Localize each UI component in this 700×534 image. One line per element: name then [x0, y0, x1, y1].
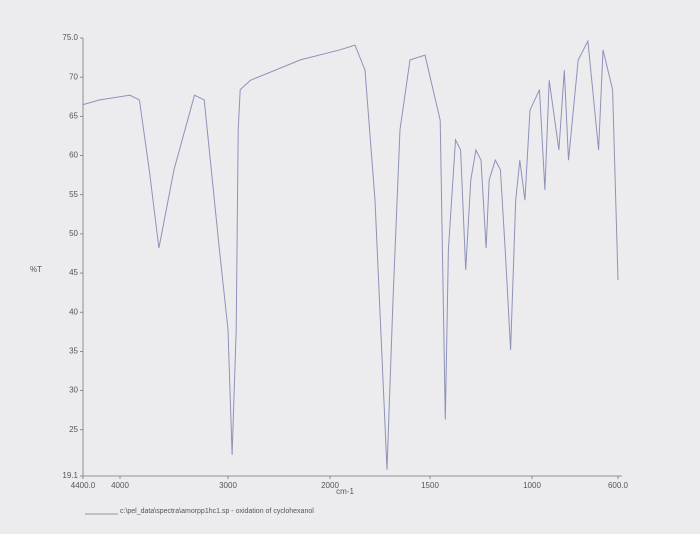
- y-tick-label: 60: [69, 151, 78, 160]
- y-tick-label: 30: [69, 386, 78, 395]
- y-tick-label: 70: [69, 72, 78, 81]
- x-axis-label: cm-1: [336, 487, 354, 496]
- y-tick-label: 19.1: [62, 471, 78, 480]
- y-axis-label: %T: [30, 265, 42, 274]
- y-tick-label: 45: [69, 268, 78, 277]
- footer: c:\pel_data\spectra\amorpp1hc1.sp - oxid…: [120, 508, 314, 515]
- x-tick-label: 1500: [421, 481, 439, 490]
- y-tick-label: 35: [69, 347, 78, 356]
- y-tick-label: 75.0: [62, 33, 78, 42]
- x-tick-label: 1000: [523, 481, 541, 490]
- x-tick-label: 3000: [219, 481, 237, 490]
- y-tick-label: 40: [69, 307, 78, 316]
- x-tick-label: 4000: [111, 481, 129, 490]
- x-tick-label: 2000: [321, 481, 339, 490]
- y-tick-label: 65: [69, 111, 78, 120]
- y-tick-label: 55: [69, 190, 78, 199]
- x-tick-label: 4400.0: [71, 481, 96, 490]
- y-tick-label: 25: [69, 425, 78, 434]
- x-tick-label: 600.0: [608, 481, 629, 490]
- y-tick-label: 50: [69, 229, 78, 238]
- spectrum-line: [82, 39, 619, 470]
